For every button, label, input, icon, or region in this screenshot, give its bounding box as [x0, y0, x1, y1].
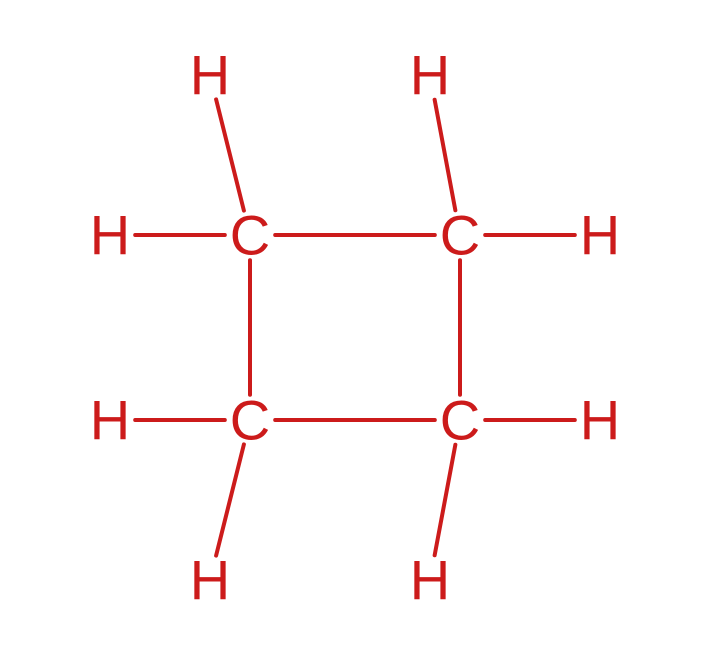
atom-C2: C [440, 203, 480, 268]
bond-C1-H1 [216, 99, 244, 210]
atom-C1: C [230, 203, 270, 268]
atom-H6: H [580, 388, 620, 453]
bond-C4-H8 [435, 445, 456, 555]
atom-H3: H [90, 203, 130, 268]
bond-C3-H7 [216, 444, 244, 555]
atom-H5: H [90, 388, 130, 453]
atom-H8: H [410, 548, 450, 613]
atom-C4: C [440, 388, 480, 453]
bond-C2-H2 [435, 100, 456, 210]
atom-H7: H [190, 548, 230, 613]
atom-H4: H [580, 203, 620, 268]
atom-H1: H [190, 43, 230, 108]
bonds-layer [0, 0, 728, 654]
atom-H2: H [410, 43, 450, 108]
molecule-diagram: C C C C H H H H H H H H [0, 0, 728, 654]
atom-C3: C [230, 388, 270, 453]
